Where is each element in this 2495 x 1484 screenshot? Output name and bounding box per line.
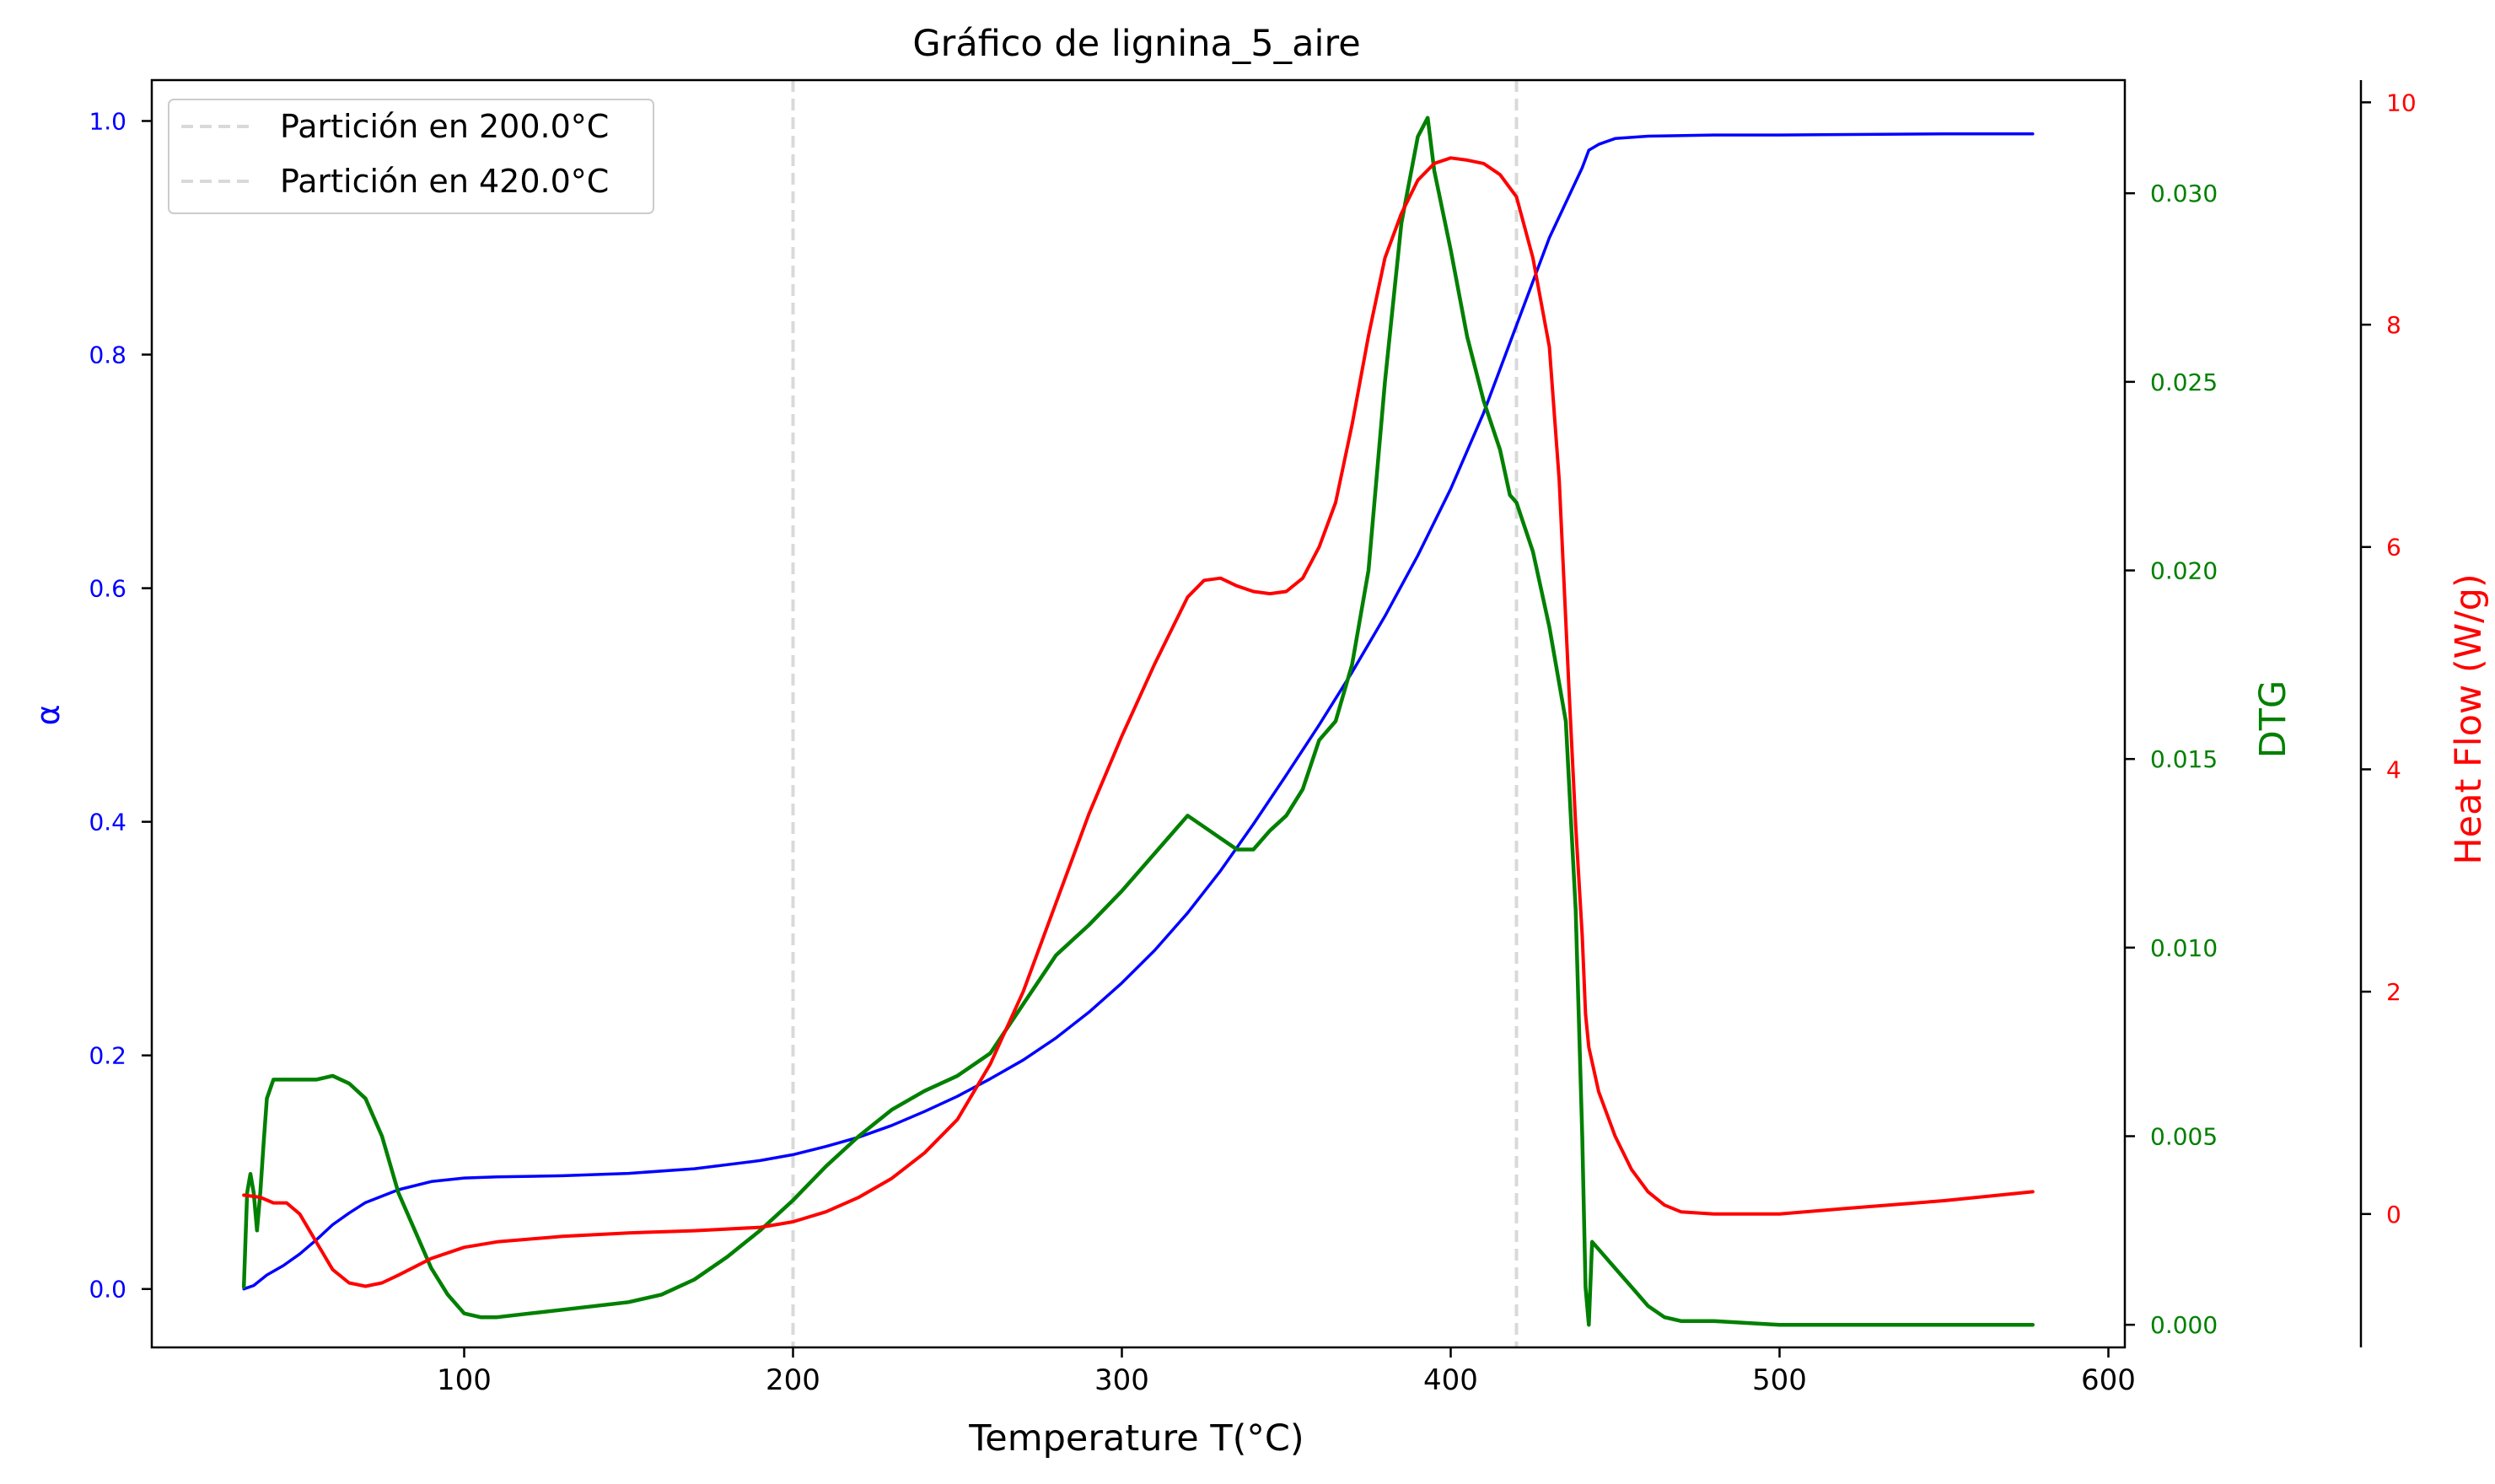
heat-axis-label: Heat Flow (W/g) <box>2448 573 2490 864</box>
x-tick-label-100: 100 <box>437 1363 492 1397</box>
dtg-tick-label-0.010: 0.010 <box>2150 934 2218 962</box>
partition-lines <box>791 80 1519 1347</box>
series-layer <box>241 116 2035 1327</box>
dtg-tick-label-0.030: 0.030 <box>2150 180 2218 207</box>
x-tick-label-400: 400 <box>1423 1363 1478 1397</box>
legend-label-1: Partición en 200.0°C <box>280 108 609 145</box>
axes-layer: 100 200 300 400 500 6000.00.20.40.60.81.00.00… <box>89 80 2417 1397</box>
heat-tick-label-2: 2 <box>2386 978 2401 1006</box>
alpha-tick-label-0.6: 0.6 <box>89 575 126 603</box>
x-axis-label: Temperature T(°C) <box>968 1417 1304 1460</box>
alpha-tick-label-0.8: 0.8 <box>89 341 126 369</box>
alpha-tick-label-0.0: 0.0 <box>89 1276 126 1304</box>
legend: Partición en 200.0°C Partición en 420.0°… <box>168 99 654 214</box>
heat-tick-label-0: 0 <box>2386 1201 2401 1229</box>
series-line-alpha <box>242 132 2035 1291</box>
heat-tick-label-6: 6 <box>2386 534 2401 562</box>
heat-tick-label-8: 8 <box>2386 311 2401 339</box>
legend-label-2: Partición en 420.0°C <box>280 163 609 200</box>
dtg-tick-label-0.005: 0.005 <box>2150 1123 2218 1151</box>
dtg-tick-label-0.000: 0.000 <box>2150 1311 2218 1339</box>
dtg-axis-label: DTG <box>2252 680 2294 759</box>
legend-box <box>168 99 654 214</box>
series-line-dtg <box>241 116 2035 1327</box>
plot-frame <box>150 78 2127 1349</box>
alpha-tick-label-0.4: 0.4 <box>89 809 126 836</box>
chart-title: Gráfico de lignina_5_aire <box>912 23 1360 65</box>
alpha-tick-label-0.2: 0.2 <box>89 1042 126 1070</box>
dtg-tick-label-0.015: 0.015 <box>2150 745 2218 773</box>
heat-tick-label-10: 10 <box>2386 89 2417 116</box>
heat-tick-label-4: 4 <box>2386 755 2401 783</box>
x-tick-label-500: 500 <box>1752 1363 1807 1397</box>
series-line-heat <box>242 156 2035 1288</box>
x-tick-label-600: 600 <box>2081 1363 2136 1397</box>
alpha-tick-label-1.0: 1.0 <box>89 107 126 135</box>
dtg-tick-label-0.020: 0.020 <box>2150 557 2218 585</box>
x-tick-label-200: 200 <box>766 1363 820 1397</box>
alpha-axis-label: α <box>30 704 67 725</box>
x-tick-label-300: 300 <box>1094 1363 1149 1397</box>
dtg-tick-label-0.025: 0.025 <box>2150 368 2218 396</box>
